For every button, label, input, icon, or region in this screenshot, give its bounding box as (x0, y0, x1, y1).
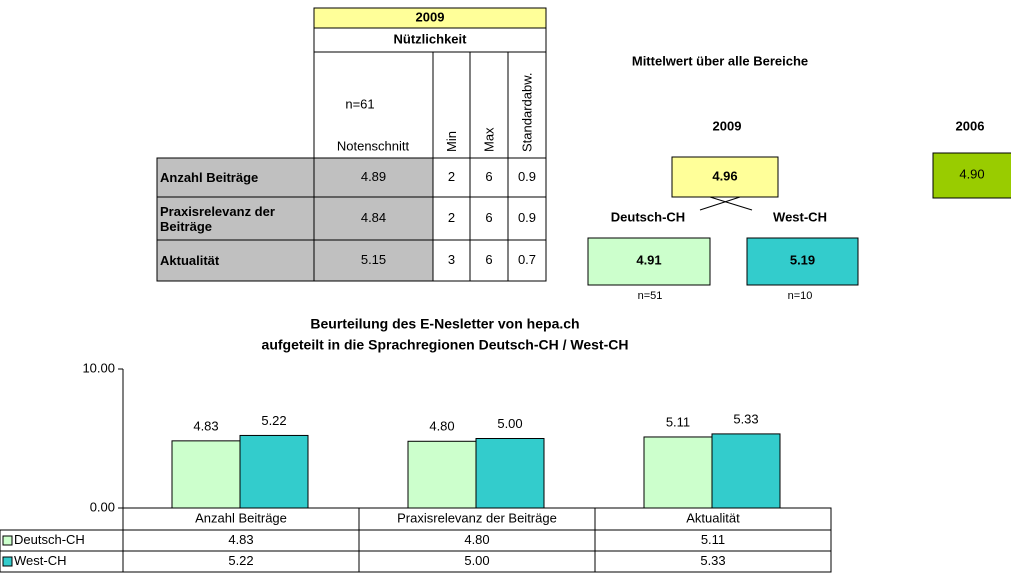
data-table-cell (594, 550, 832, 573)
table-value: 2 (448, 210, 455, 225)
chart-subtitle: aufgeteilt in die Sprachregionen Deutsch… (262, 337, 629, 353)
data-table-value: 4.80 (464, 532, 489, 547)
mean-value: 4.96 (712, 168, 737, 183)
row-label-box: Aktualität (160, 253, 220, 268)
table-cell (469, 239, 509, 282)
table-cell (313, 196, 434, 241)
connector (709, 196, 753, 211)
table-cell (469, 196, 509, 241)
y-tick-label: 0.00 (90, 499, 115, 514)
row-label: Aktualität (160, 253, 220, 268)
region-box (746, 237, 859, 286)
bar (239, 434, 309, 509)
sample-size: n=61 (345, 96, 374, 111)
chart-title: Beurteilung des E-Nesletter von hepa.ch (310, 316, 579, 332)
region-mean: 5.19 (790, 252, 815, 267)
row-label-box: Praxisrelevanz der Beiträge (160, 203, 275, 234)
value-label: 4.80 (429, 419, 454, 434)
value-label: 5.22 (261, 413, 286, 428)
bar (711, 433, 781, 509)
region-name: Deutsch-CH (611, 209, 685, 224)
value-label: 5.11 (666, 414, 690, 429)
table-value: 0.7 (518, 252, 536, 267)
table-cell (507, 196, 547, 241)
value-label: 5.00 (497, 416, 522, 431)
category-label: Aktualität (686, 510, 740, 525)
summary-year: 2009 (713, 118, 742, 133)
table-value: 0.9 (518, 169, 536, 184)
mean-box (671, 156, 779, 198)
category-label: Praxisrelevanz der Beiträge (397, 510, 557, 525)
column-label: Standardabw. (519, 72, 534, 152)
summary-title: Mittelwert über alle Bereiche (632, 53, 808, 68)
column-header (313, 51, 434, 159)
year-label: 2009 (416, 9, 445, 24)
region-mean: 4.91 (636, 252, 661, 267)
table-value: 5.15 (361, 252, 386, 267)
group-label: Nützlichkeit (394, 31, 468, 46)
column-header (432, 51, 471, 159)
bar (171, 440, 241, 509)
connector (699, 196, 741, 211)
data-table-value: 5.22 (228, 553, 253, 568)
table-cell (432, 196, 471, 241)
table-cell (156, 239, 315, 282)
table-value: 6 (485, 252, 492, 267)
data-table-value: 5.00 (464, 553, 489, 568)
previous-mean-box (932, 152, 1011, 199)
row-label-box: Anzahl Beiträge (160, 170, 259, 185)
bar (643, 436, 713, 509)
previous-year: 2006 (956, 118, 985, 133)
bar (407, 440, 477, 509)
table-cell (432, 239, 471, 282)
value-label: 4.83 (193, 418, 218, 433)
table-value: 6 (485, 210, 492, 225)
data-table-value: 5.11 (701, 532, 725, 547)
table-value: 2 (448, 169, 455, 184)
table-value: 4.89 (361, 169, 386, 184)
table-cell (469, 157, 509, 198)
y-tick-label: 10.00 (82, 360, 115, 375)
value-label: 5.33 (733, 411, 758, 426)
data-table-value: 5.33 (700, 553, 725, 568)
region-name: West-CH (773, 209, 827, 224)
table-value: 3 (448, 252, 455, 267)
table-cell (432, 157, 471, 198)
table-cell (507, 239, 547, 282)
table-cell (507, 157, 547, 198)
table-value: 0.9 (518, 210, 536, 225)
bar (475, 438, 545, 509)
category-label: Anzahl Beiträge (195, 510, 287, 525)
table-value: 4.84 (361, 210, 386, 225)
region-n: n=10 (788, 290, 813, 302)
legend-label: Deutsch-CH (14, 532, 85, 547)
row-label: Anzahl Beiträge (160, 170, 259, 185)
data-table-value: 4.83 (228, 532, 253, 547)
column-label: Min (444, 131, 459, 152)
column-label: Max (481, 127, 496, 152)
column-label: Notenschnitt (337, 138, 410, 153)
legend-swatch (2, 535, 13, 546)
region-box (587, 237, 711, 286)
row-label: Praxisrelevanz der Beiträge (160, 203, 275, 234)
legend-swatch (2, 556, 13, 567)
table-cell (313, 239, 434, 282)
previous-mean-value: 4.90 (959, 166, 984, 181)
group-header (313, 27, 547, 53)
legend-label: West-CH (14, 553, 66, 568)
table-value: 6 (485, 169, 492, 184)
region-n: n=51 (638, 290, 663, 302)
